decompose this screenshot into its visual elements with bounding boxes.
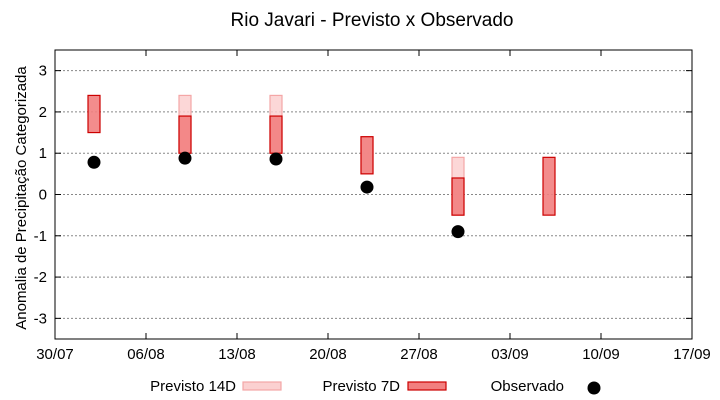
grid bbox=[55, 70, 692, 319]
legend-swatch bbox=[407, 381, 447, 391]
y-tick-label: 3 bbox=[39, 63, 47, 80]
x-tick-label: 03/09 bbox=[491, 346, 529, 363]
observed-point bbox=[178, 151, 192, 165]
x-tick-label: 17/09 bbox=[673, 346, 711, 363]
range-bar bbox=[451, 177, 465, 216]
x-tick-label: 27/08 bbox=[400, 346, 438, 363]
y-tick-label: 2 bbox=[39, 104, 47, 121]
x-tick-label: 06/08 bbox=[127, 346, 165, 363]
x-tick-label: 20/08 bbox=[309, 346, 347, 363]
range-bar bbox=[87, 94, 101, 134]
observed-point bbox=[451, 225, 465, 239]
observed-point bbox=[360, 180, 374, 194]
legend-label: Previsto 14D bbox=[150, 378, 236, 395]
legend: Previsto 14D Previsto 7D Observado bbox=[150, 378, 601, 395]
plot-marks bbox=[87, 94, 556, 239]
plot-frame bbox=[54, 49, 693, 340]
range-bar bbox=[178, 115, 192, 154]
x-tick-label: 10/09 bbox=[582, 346, 620, 363]
observed-point bbox=[269, 152, 283, 166]
y-tick-label: -3 bbox=[34, 310, 47, 327]
y-tick-label: -1 bbox=[34, 228, 47, 245]
x-tick-label: 13/08 bbox=[218, 346, 256, 363]
range-bar bbox=[360, 136, 374, 175]
legend-label: Previsto 7D bbox=[322, 378, 400, 395]
observed-point bbox=[87, 155, 101, 169]
y-tick-label: -2 bbox=[34, 269, 47, 286]
x-tick-label: 30/07 bbox=[36, 346, 74, 363]
range-bar bbox=[542, 156, 556, 216]
y-axis-label: Anomalia de Precipitação Categorizada bbox=[13, 66, 30, 330]
y-tick-label: 0 bbox=[39, 187, 47, 204]
legend-label: Observado bbox=[491, 378, 564, 395]
y-tick-label: 1 bbox=[39, 145, 47, 162]
legend-marker bbox=[587, 381, 601, 395]
range-bar bbox=[269, 115, 283, 154]
chart-title: Rio Javari - Previsto x Observado bbox=[231, 10, 514, 31]
axes: -3 -2 -1 0 1 2 3 30/07 06/08 13/08 20/08 27/08 03/09… bbox=[34, 49, 711, 363]
legend-swatch bbox=[242, 381, 282, 391]
